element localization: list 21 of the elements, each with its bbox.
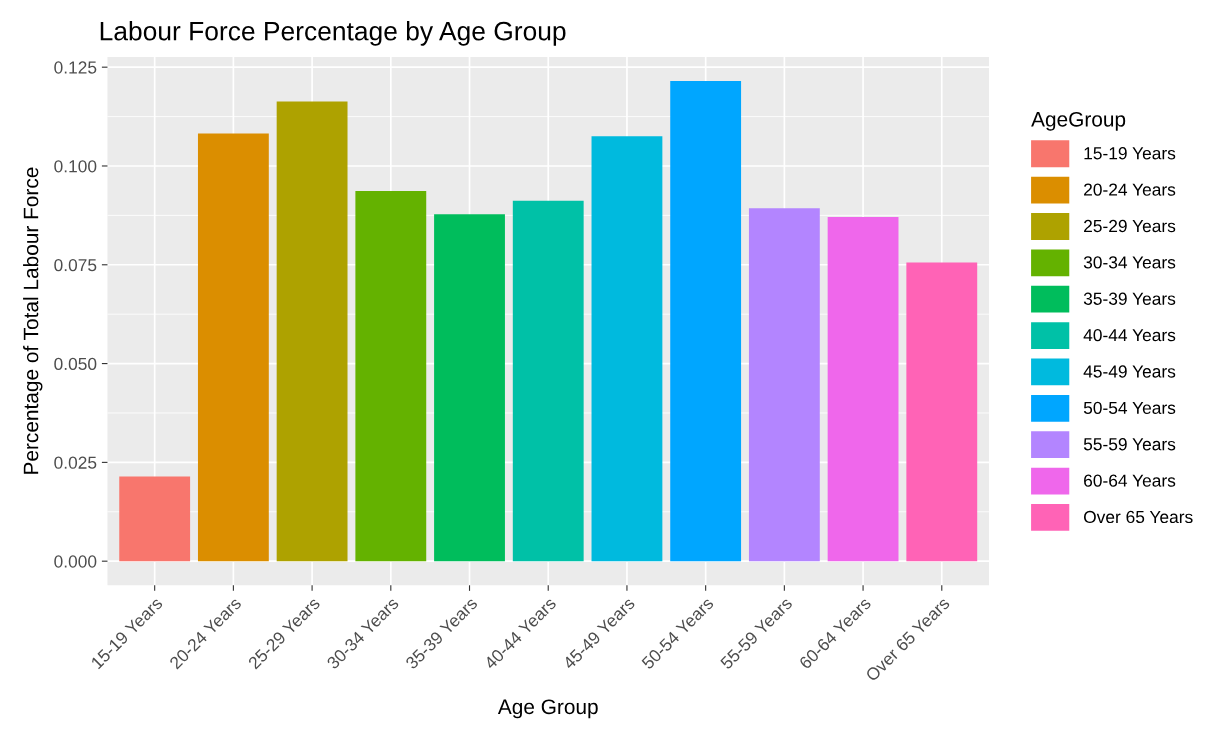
y-tick-label: 0.000 — [54, 555, 97, 568]
x-axis-title: Age Group — [497, 699, 598, 719]
y-tick-label: 0.075 — [54, 258, 97, 272]
legend-label: 45-49 Years — [1083, 365, 1176, 378]
y-tick-label: 0.025 — [54, 456, 97, 469]
legend-label: 50-54 Years — [1083, 401, 1176, 415]
legend-label: 15-19 Years — [1084, 147, 1176, 160]
y-tick-label: 0.100 — [54, 160, 97, 173]
legend-label: 30-34 Years — [1083, 256, 1176, 269]
legend-title: AgeGroup — [1031, 111, 1126, 131]
legend-label: 20-24 Years — [1084, 183, 1176, 196]
chart-title: Labour Force Percentage by Age Group — [100, 21, 566, 46]
legend-label: 35-39 Years — [1083, 292, 1176, 305]
legend-label: Over 65 Years — [1083, 510, 1193, 524]
legend-label: 55-59 Years — [1083, 438, 1176, 451]
y-axis-title: Percentage of Total Labour Force — [23, 167, 43, 474]
legend-label: 25-29 Years — [1084, 219, 1176, 233]
y-tick-label: 0.125 — [54, 61, 97, 74]
y-tick-label: 0.050 — [54, 357, 97, 371]
legend-label: 60-64 Years — [1084, 474, 1176, 487]
legend-label: 40-44 Years — [1083, 328, 1176, 342]
